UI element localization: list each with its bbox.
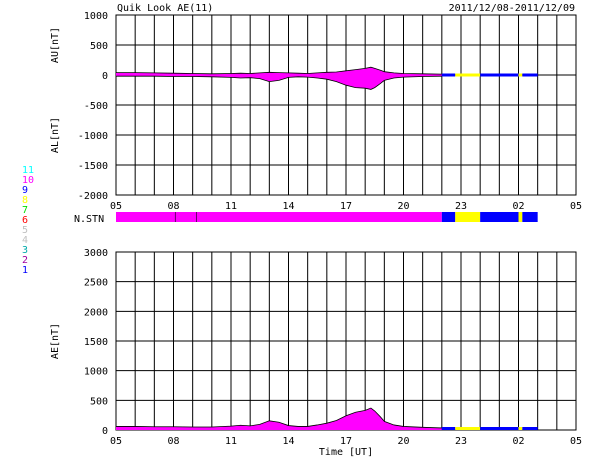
station-segment	[441, 212, 456, 222]
al-series-area	[116, 75, 442, 90]
x-tick-label: 02	[512, 436, 524, 447]
y-tick-label: -500	[84, 101, 108, 112]
al-series-line	[116, 75, 442, 90]
legend-entry: 7	[22, 205, 28, 216]
x-tick-label: 23	[455, 201, 467, 212]
y-tick-label: 0	[102, 426, 108, 437]
legend-entry: 5	[22, 225, 28, 236]
au-series-area	[116, 67, 442, 75]
chart-title: Quik Look AE(11)	[117, 3, 213, 14]
station-segment	[116, 212, 442, 222]
ae-series-area	[116, 408, 442, 430]
x-tick-label: 20	[397, 201, 409, 212]
y-tick-label: -1000	[78, 131, 108, 142]
legend-entry: 11	[22, 165, 34, 176]
legend-entry: 2	[22, 255, 28, 266]
x-tick-label: 17	[340, 436, 352, 447]
date-range: 2011/12/08-2011/12/09	[449, 3, 575, 14]
x-tick-label: 05	[570, 201, 582, 212]
x-tick-label: 17	[340, 201, 352, 212]
ae-series-line	[116, 407, 442, 429]
ae-axis-label: AE[nT]	[50, 323, 61, 359]
x-tick-label: 14	[282, 201, 294, 212]
station-segment	[518, 212, 523, 222]
y-tick-label: 1000	[84, 367, 108, 378]
legend-entry: 9	[22, 185, 28, 196]
legend-entry: 1	[22, 265, 28, 276]
legend-entry: 3	[22, 245, 28, 256]
y-tick-label: 0	[102, 71, 108, 82]
y-tick-label: 1500	[84, 337, 108, 348]
y-tick-label: 3000	[84, 248, 108, 259]
station-bar-label: N.STN	[74, 214, 104, 225]
y-tick-label: 2000	[84, 307, 108, 318]
x-tick-label: 11	[225, 201, 237, 212]
x-tick-label: 14	[282, 436, 294, 447]
x-tick-label: 02	[512, 201, 524, 212]
legend-entry: 4	[22, 235, 28, 246]
legend-entry: 10	[22, 175, 34, 186]
y-tick-label: -2000	[78, 191, 108, 202]
x-tick-label: 05	[570, 436, 582, 447]
al-axis-label: AL[nT]	[50, 117, 61, 153]
legend-entry: 6	[22, 215, 28, 226]
y-tick-label: 500	[90, 41, 108, 52]
x-tick-label: 05	[110, 436, 122, 447]
y-tick-label: 2500	[84, 278, 108, 289]
station-count-bar	[116, 212, 538, 222]
legend-entry: 8	[22, 195, 28, 206]
au-axis-label: AU[nT]	[50, 27, 61, 63]
station-segment	[522, 212, 538, 222]
station-segment	[455, 212, 481, 222]
y-tick-label: 1000	[84, 11, 108, 22]
y-tick-label: -1500	[78, 161, 108, 172]
x-tick-label: 20	[397, 436, 409, 447]
au-series-line	[116, 66, 442, 75]
x-tick-label: 08	[167, 436, 179, 447]
x-tick-label: 23	[455, 436, 467, 447]
station-segment	[480, 212, 519, 222]
x-tick-label: 11	[225, 436, 237, 447]
x-tick-label: 05	[110, 201, 122, 212]
y-tick-label: 500	[90, 396, 108, 407]
x-tick-label: 08	[167, 201, 179, 212]
x-axis-label: Time [UT]	[319, 447, 373, 458]
